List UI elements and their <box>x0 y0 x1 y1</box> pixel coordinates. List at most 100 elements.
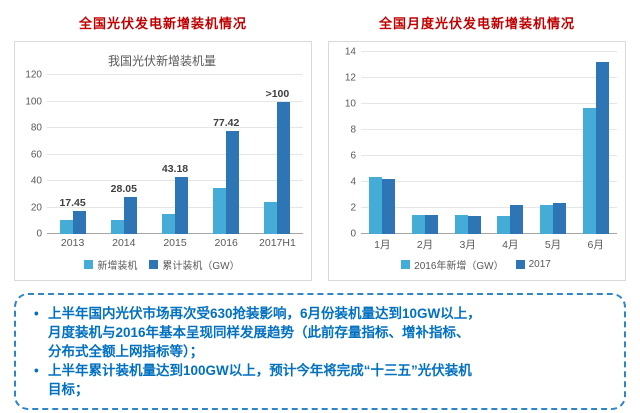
bar-groups <box>361 52 617 234</box>
bar-pair <box>540 52 567 234</box>
y-tick-label: 14 <box>344 46 356 58</box>
gridline <box>361 103 617 104</box>
legend-swatch-icon <box>515 260 525 269</box>
bar-pair <box>59 75 86 234</box>
bar-2016年新增（GW） <box>412 214 425 234</box>
x-tick-label: 2016 <box>214 237 238 249</box>
left-legend: 新增装机 累计装机（GW） <box>21 250 303 274</box>
bar-value-label: 17.45 <box>59 196 86 209</box>
bar-pair <box>110 75 137 234</box>
bar-2016年新增（GW） <box>497 215 511 234</box>
bar-pair <box>213 75 240 234</box>
right-plot-wrap: 1月 2月 3月 4月 5月 6月 <box>361 51 617 251</box>
x-tick-label: 2017H1 <box>259 237 296 249</box>
bar-2016年新增（GW） <box>540 205 554 234</box>
x-tick-label: 6月 <box>587 239 604 251</box>
right-legend: 2016年新增（GW） 2017 <box>335 250 617 274</box>
x-tick-label: 4月 <box>502 239 519 251</box>
bar-新增装机 <box>264 201 278 234</box>
gridline <box>47 127 303 128</box>
left-chart-inner-title: 我国光伏新增装机量 <box>107 54 216 68</box>
x-tick-label: 2014 <box>112 237 136 249</box>
bar-2017 <box>425 214 438 234</box>
gridline <box>361 155 617 156</box>
right-chart-panel: 0 2 4 6 8 10 12 14 1月 2月 3月 4月 5月 6月 2016年新增（GW） 2017 <box>328 41 626 281</box>
gridline <box>47 100 303 102</box>
bar-pair <box>497 52 524 234</box>
bar-group <box>489 52 532 234</box>
bar-value-label: 28.05 <box>110 182 137 195</box>
bar-2016年新增（GW） <box>454 214 468 234</box>
y-tick-label: 20 <box>30 202 42 213</box>
y-tick-label: 0 <box>36 228 42 240</box>
y-tick-label: 2 <box>350 202 356 214</box>
right-plot-area <box>361 51 617 234</box>
bar-2016年新增（GW） <box>582 107 596 234</box>
left-plot-area: 17.45 28.05 43.18 77.42 >100 <box>47 74 303 234</box>
right-chart-column: 全国月度光伏发电新增装机情况 0 2 4 6 8 10 12 14 1月 2月 3月 4月 5月 6月 … <box>328 6 626 281</box>
x-tick-label: 2015 <box>163 237 187 249</box>
bar-group <box>404 52 447 234</box>
bar-2017 <box>467 215 481 234</box>
legend-item: 累计装机（GW） <box>149 257 240 272</box>
left-y-axis: 0 20 40 60 80 100 120 <box>21 70 47 240</box>
y-tick-label: 6 <box>350 150 356 162</box>
bar-group: >100 <box>252 75 303 234</box>
note-line: 目标； <box>48 382 89 397</box>
bar-group: 17.45 <box>47 75 98 234</box>
bar-groups: 17.45 28.05 43.18 77.42 >100 <box>47 75 303 234</box>
legend-label: 2017 <box>528 259 551 270</box>
bar-pair <box>264 75 291 234</box>
y-tick-label: 120 <box>25 69 42 81</box>
gridline <box>47 74 303 75</box>
y-tick-label: 4 <box>350 176 356 188</box>
right-x-axis: 1月 2月 3月 4月 5月 6月 <box>361 234 617 251</box>
note-line: 上半年累计装机量达到100GW以上，预计今年将完成“十三五”光伏装机 <box>48 363 472 378</box>
bar-group <box>532 52 575 234</box>
left-chart-column: 全国光伏发电新增装机情况 我国光伏新增装机量 0 20 40 60 80 100 120 1… <box>14 6 312 281</box>
gridline <box>361 77 617 78</box>
y-tick-label: 0 <box>350 228 356 240</box>
bar-group <box>361 52 404 234</box>
right-chart-heading: 全国月度光伏发电新增装机情况 <box>378 16 575 31</box>
bar-2017 <box>510 205 524 234</box>
bar-2017 <box>595 62 609 234</box>
left-chart-body: 0 20 40 60 80 100 120 17.45 28.05 43.18 77.42 >100… <box>21 70 303 250</box>
bar-group <box>446 52 489 234</box>
bar-pair <box>454 52 481 234</box>
y-tick-label: 60 <box>30 149 42 160</box>
y-tick-label: 80 <box>30 122 42 134</box>
bar-pair <box>412 52 438 234</box>
left-chart-panel: 我国光伏新增装机量 0 20 40 60 80 100 120 17.45 28.05 43.1… <box>14 41 312 281</box>
x-tick-label: 3月 <box>459 239 476 251</box>
legend-label: 2016年新增（GW） <box>414 261 504 272</box>
x-tick-label: 2013 <box>60 237 85 249</box>
summary-notes-box: 上半年国内光伏市场再次受630抢装影响，6月份装机量达到10GW以上， 月度装机… <box>14 293 626 410</box>
y-tick-label: 40 <box>30 175 42 187</box>
note-bullet-1: 上半年国内光伏市场再次受630抢装影响，6月份装机量达到10GW以上， 月度装机… <box>32 304 608 361</box>
legend-swatch-icon <box>401 260 411 269</box>
bar-新增装机 <box>110 219 124 234</box>
legend-item: 2017 <box>515 257 551 272</box>
bar-group: 43.18 <box>149 75 200 234</box>
gridline <box>361 129 617 130</box>
y-tick-label: 8 <box>350 124 356 136</box>
bar-2017 <box>382 179 396 234</box>
bar-group: 77.42 <box>201 75 252 234</box>
note-line: 分布式全额上网指标等）； <box>48 344 204 359</box>
x-axis-line <box>361 233 617 234</box>
legend-label: 新增装机 <box>97 261 138 272</box>
note-bullet-2: 上半年累计装机量达到100GW以上，预计今年将完成“十三五”光伏装机 目标； <box>32 361 608 399</box>
right-y-axis: 0 2 4 6 8 10 12 14 <box>335 47 361 240</box>
y-tick-label: 100 <box>25 96 42 107</box>
bar-pair <box>162 75 188 234</box>
bar-value-label: >100 <box>265 87 290 100</box>
x-tick-label: 5月 <box>544 239 562 251</box>
bar-group <box>574 52 617 234</box>
y-tick-label: 10 <box>344 98 356 110</box>
legend-swatch-icon <box>149 260 159 269</box>
legend-swatch-icon <box>84 260 94 269</box>
bar-累计装机（GW） <box>226 131 240 234</box>
gridline <box>361 51 617 52</box>
bar-value-label: 43.18 <box>161 162 189 175</box>
